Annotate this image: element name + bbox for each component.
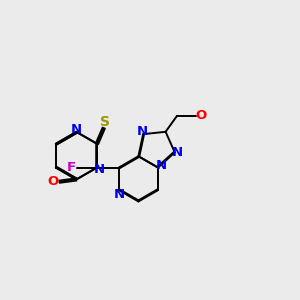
Text: N: N bbox=[94, 163, 105, 176]
Text: S: S bbox=[100, 115, 110, 129]
Text: O: O bbox=[47, 175, 59, 188]
Text: N: N bbox=[172, 146, 183, 159]
Text: F: F bbox=[67, 161, 76, 174]
Text: N: N bbox=[136, 125, 148, 138]
Text: O: O bbox=[195, 109, 207, 122]
Text: N: N bbox=[71, 123, 82, 136]
Text: N: N bbox=[155, 159, 167, 172]
Text: N: N bbox=[113, 188, 124, 201]
